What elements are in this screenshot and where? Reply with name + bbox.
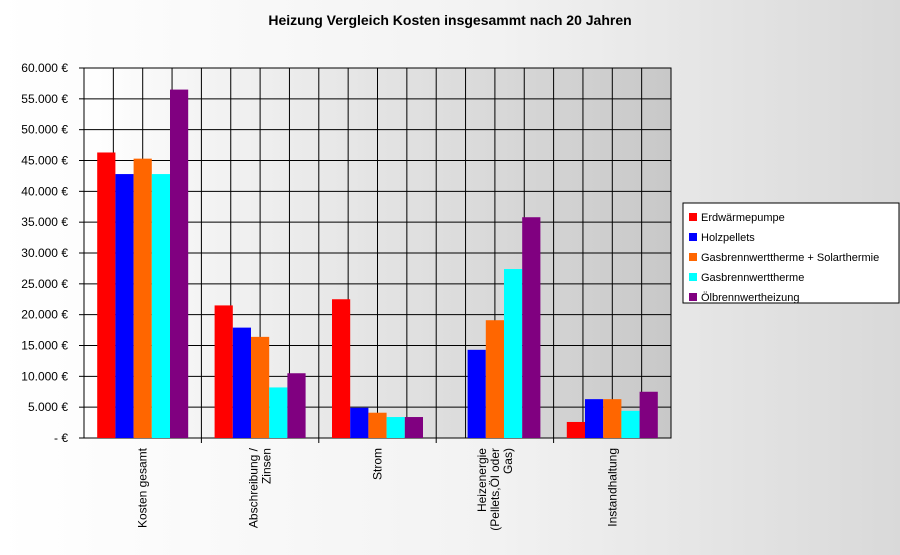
x-axis: Kosten gesamt Abschreibung / Zinsen Strom He… [136,68,619,531]
bar [287,373,306,438]
y-tick-label: 50.000 € [21,123,68,137]
y-tick-label: 25.000 € [21,277,68,291]
bar [386,417,405,438]
y-tick-label: 40.000 € [21,184,68,198]
category-label: Zinsen [260,448,274,484]
bar [404,417,423,438]
bar [368,412,387,438]
y-tick-label: - € [54,431,68,445]
y-tick-label: 15.000 € [21,339,68,353]
legend-swatch [689,253,697,261]
bar [97,152,116,438]
legend-swatch [689,233,697,241]
y-tick-label: 20.000 € [21,308,68,322]
bar [504,269,523,438]
bar [485,320,504,438]
bar [170,89,189,438]
legend-box [682,202,900,304]
bar [332,299,351,438]
legend-label: Erdwärmepumpe [701,212,785,224]
y-tick-label: 5.000 € [28,400,68,414]
bar [467,349,486,438]
bar [251,336,270,438]
bar [350,407,369,438]
category-label: Strom [371,448,385,480]
bar [133,158,152,438]
y-tick-label: 60.000 € [21,61,68,75]
legend-swatch [689,273,697,281]
bar [566,421,585,438]
y-tick-label: 10.000 € [21,369,68,383]
bars [97,89,658,439]
legend-label: Ölbrennwertheizung [701,292,799,304]
bar [269,387,288,438]
bar [639,391,658,438]
bar [151,174,170,439]
y-axis: - € 5.000 € 10.000 € 15.000 € 20.000 € 25.000… [21,61,84,445]
bar [232,327,251,438]
chart-title: Heizung Vergleich Kosten insgesammt nach… [268,12,631,28]
category-label: Instandhaltung [605,448,619,527]
legend-swatch [689,293,697,301]
bar [214,305,233,438]
legend-label: Holzpellets [701,232,755,244]
category-label: (Pellets,Öl oder [488,448,502,531]
y-tick-label: 55.000 € [21,92,68,106]
bar [585,399,604,438]
legend-label: Gasbrennwerttherme [701,272,804,284]
y-tick-label: 35.000 € [21,215,68,229]
legend-label: Gasbrennwerttherme + Solarthermie [701,252,879,264]
category-label: Kosten gesamt [136,447,150,528]
y-tick-label: 30.000 € [21,246,68,260]
category-label: Abschreibung / [247,447,261,528]
y-tick-label: 45.000 € [21,154,68,168]
bar [115,174,134,439]
bar [522,217,541,438]
category-label: Gas) [501,448,515,474]
category-label: Heizenergie [475,448,489,512]
legend: Erdwärmepumpe Holzpellets Gasbrennwertther… [682,202,900,304]
legend-swatch [689,213,697,221]
bar [603,399,622,438]
bar [621,410,640,438]
